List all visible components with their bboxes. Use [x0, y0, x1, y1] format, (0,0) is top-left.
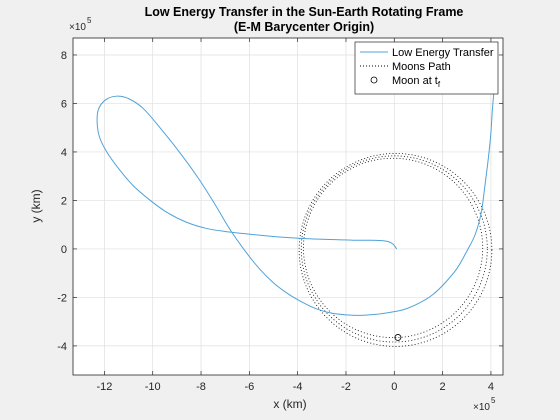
transfer-trajectory-line — [96, 76, 497, 316]
legend-label-transfer: Low Energy Transfer — [392, 47, 494, 59]
x-tick-label: -12 — [96, 381, 112, 393]
y-tick-label: 6 — [61, 98, 67, 110]
x-exponent-power: 5 — [491, 396, 496, 405]
title-line-1: Low Energy Transfer in the Sun-Earth Rot… — [145, 5, 464, 19]
legend-label-moon-marker-subscript: f — [438, 80, 441, 89]
y-tick-label: -2 — [57, 292, 67, 304]
x-tick-label: 2 — [440, 381, 446, 393]
x-tick-label: 4 — [488, 381, 494, 393]
x-exponent-base: ×10 — [473, 402, 490, 413]
x-tick-label: -8 — [196, 381, 206, 393]
x-tick-label: -2 — [341, 381, 351, 393]
y-axis-label: y (km) — [29, 189, 43, 222]
y-tick-label: 8 — [61, 50, 67, 62]
y-tick-label: 2 — [61, 195, 67, 207]
legend: Low Energy Transfer Moons Path Moon at t… — [354, 41, 499, 95]
title-line-2: (E-M Barycenter Origin) — [234, 20, 374, 34]
moon-path-line — [300, 155, 488, 343]
series-layer — [96, 76, 497, 347]
grid — [73, 38, 503, 375]
x-tick-label: -10 — [145, 381, 161, 393]
moon-path-line — [303, 157, 484, 339]
legend-swatch-moon-marker — [370, 76, 378, 84]
x-tick-labels: -12 -10 -8 -6 -4 -2 0 2 4 — [96, 381, 494, 393]
x-tick-label: -4 — [293, 381, 303, 393]
y-tick-labels: -4 -2 0 2 4 6 8 — [57, 50, 67, 353]
legend-label-moon-marker: Moon at tf — [392, 75, 441, 89]
x-tick-label: 0 — [391, 381, 397, 393]
x-exponent: ×10 5 — [473, 396, 496, 413]
y-tick-label: -4 — [57, 341, 67, 353]
y-exponent-base: ×10 — [69, 22, 86, 33]
moon-path-line — [298, 153, 493, 347]
plot-frame — [72, 37, 504, 376]
y-exponent-power: 5 — [87, 16, 92, 25]
y-tick-label: 0 — [61, 244, 67, 256]
y-exponent: ×10 5 — [69, 16, 92, 33]
legend-label-moon-marker-text: Moon at t — [392, 75, 438, 87]
y-tick-label: 4 — [61, 147, 67, 159]
x-axis-label: x (km) — [273, 397, 306, 411]
legend-label-moon-path: Moons Path — [392, 61, 451, 73]
legend-box — [354, 41, 499, 95]
x-tick-label: -6 — [244, 381, 254, 393]
chart-title: Low Energy Transfer in the Sun-Earth Rot… — [145, 5, 464, 34]
moon-final-marker — [394, 334, 402, 341]
